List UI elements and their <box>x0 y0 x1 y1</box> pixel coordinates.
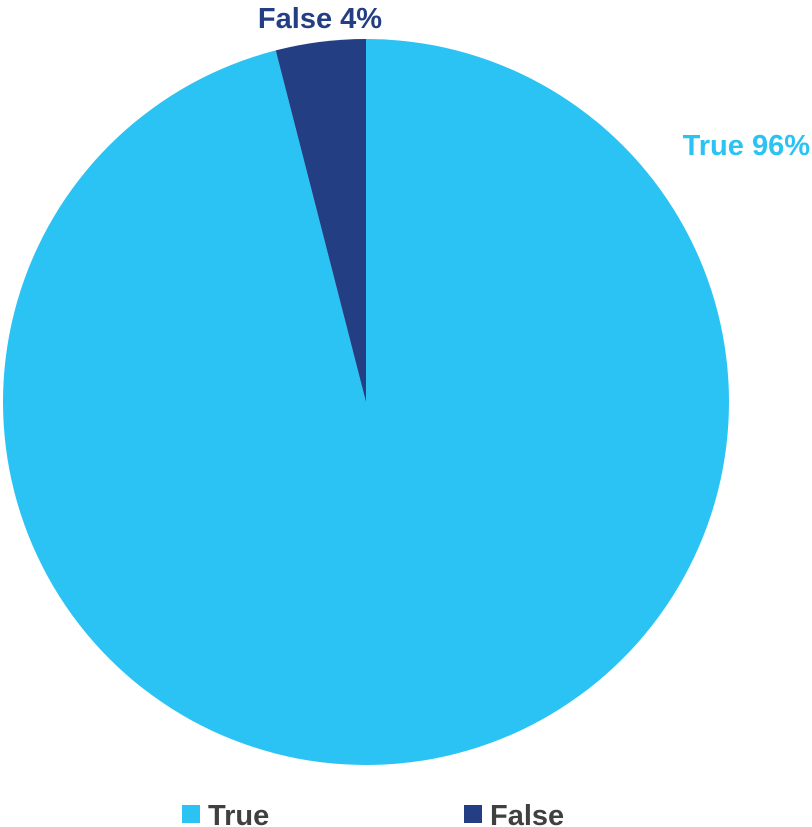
slice-label-false: False 4% <box>258 3 382 35</box>
legend-label-false: False <box>490 800 564 827</box>
legend-swatch-true <box>182 805 200 823</box>
slice-labels: True 96% False 4% <box>258 3 810 162</box>
legend-swatch-false <box>464 805 482 823</box>
pie-slice-false <box>275 39 366 402</box>
legend-label-true: True <box>208 800 269 827</box>
pie-slices <box>2 39 729 765</box>
legend: True False <box>182 800 564 827</box>
slice-label-true: True 96% <box>683 130 811 162</box>
